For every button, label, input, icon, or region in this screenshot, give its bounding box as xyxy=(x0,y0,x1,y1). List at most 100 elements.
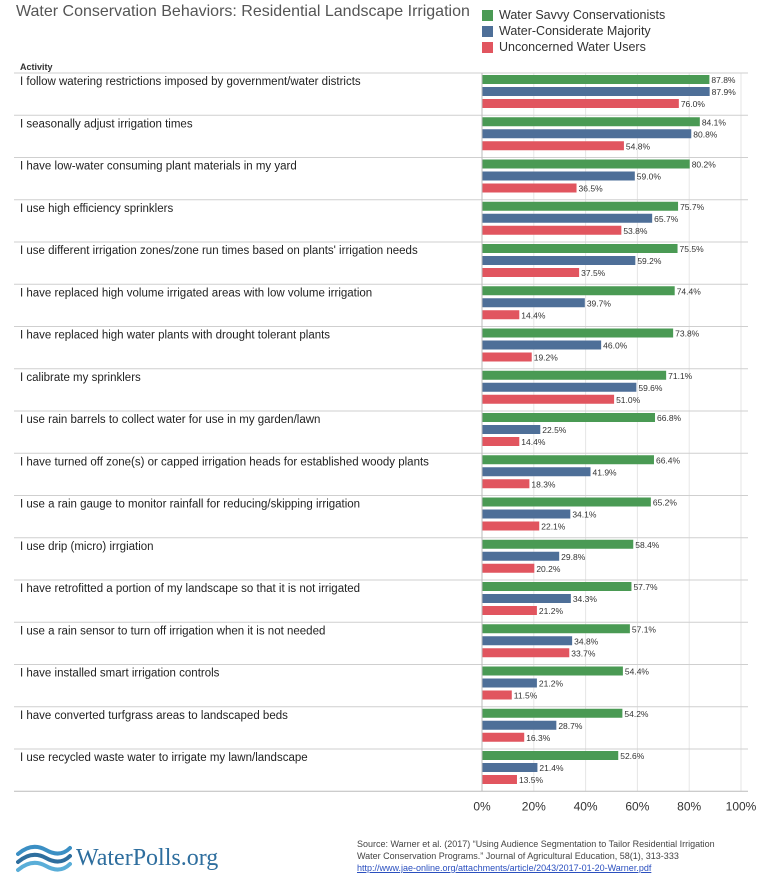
bar xyxy=(482,141,624,151)
category-label: I use a rain gauge to monitor rainfall f… xyxy=(20,499,360,511)
bar xyxy=(482,328,674,338)
data-label: 65.7% xyxy=(654,214,679,224)
bar xyxy=(482,225,622,235)
category-label: I have retrofitted a portion of my lands… xyxy=(20,583,360,595)
x-tick-label: 20% xyxy=(522,799,546,813)
data-label: 21.2% xyxy=(539,679,564,689)
source-line-1: Source: Warner et al. (2017) “Using Audi… xyxy=(357,839,715,849)
data-label: 59.6% xyxy=(638,383,663,393)
data-label: 29.8% xyxy=(561,552,586,562)
bar xyxy=(482,286,675,296)
bar xyxy=(482,563,535,573)
data-label: 57.1% xyxy=(632,624,657,634)
data-label: 41.9% xyxy=(593,467,618,477)
data-label: 57.7% xyxy=(633,582,658,592)
data-label: 54.4% xyxy=(625,667,650,677)
bar xyxy=(482,437,520,446)
bar xyxy=(482,539,634,549)
category-label: I use high efficiency sprinklers xyxy=(20,203,173,215)
category-label: I seasonally adjust irrigation times xyxy=(20,118,193,130)
bar xyxy=(482,678,537,688)
bar xyxy=(482,751,619,760)
logo-text: WaterPolls.org xyxy=(76,844,219,871)
bar-chart: 0% 20% 40% 60% 80% 100% I follow watering rest… xyxy=(14,72,757,813)
data-label: 84.1% xyxy=(702,117,727,127)
data-label: 34.8% xyxy=(574,636,599,646)
source-citation: Source: Warner et al. (2017) “Using Audi… xyxy=(357,838,757,874)
bar xyxy=(482,720,557,730)
water-waves-icon xyxy=(16,844,72,872)
data-label: 53.8% xyxy=(623,226,648,236)
bar xyxy=(482,732,525,742)
bar xyxy=(482,298,585,308)
data-label: 46.0% xyxy=(603,341,628,351)
x-tick-label: 40% xyxy=(574,799,598,813)
data-label: 19.2% xyxy=(534,353,559,363)
data-label: 13.5% xyxy=(519,775,544,785)
data-label: 34.3% xyxy=(573,594,598,604)
data-label: 33.7% xyxy=(571,648,596,658)
data-label: 18.3% xyxy=(531,479,556,489)
data-label: 73.8% xyxy=(675,329,700,339)
x-tick-label: 60% xyxy=(625,799,649,813)
bar xyxy=(482,497,651,507)
data-label: 11.5% xyxy=(514,691,538,701)
bar xyxy=(482,467,591,477)
bar xyxy=(482,413,656,422)
data-label: 58.4% xyxy=(635,540,660,550)
logo: WaterPolls.org xyxy=(16,838,218,878)
data-label: 54.8% xyxy=(626,141,651,151)
category-label: I have low-water consuming plant materia… xyxy=(20,161,297,173)
x-tick-label: 80% xyxy=(677,799,701,813)
legend-item-savvy: Water Savvy Conservationists xyxy=(482,7,665,23)
bar xyxy=(482,244,678,253)
bar xyxy=(482,268,580,277)
bar xyxy=(482,509,571,519)
data-label: 76.0% xyxy=(681,99,706,109)
legend-item-unconcerned: Unconcerned Water Users xyxy=(482,39,665,55)
category-label: I have installed smart irrigation contro… xyxy=(20,668,220,680)
x-tick-label: 0% xyxy=(473,799,491,813)
bar xyxy=(482,213,653,223)
legend-swatch-considerate xyxy=(482,25,493,37)
category-label: I use recycled waste water to irrigate m… xyxy=(20,752,308,764)
data-label: 37.5% xyxy=(581,268,606,278)
legend-swatch-unconcerned xyxy=(482,41,493,53)
category-label: I use rain barrels to collect water for … xyxy=(20,414,320,426)
data-label: 87.8% xyxy=(711,75,736,85)
data-label: 75.5% xyxy=(680,244,705,254)
data-label: 21.4% xyxy=(539,763,564,773)
bar xyxy=(482,382,637,392)
data-label: 28.7% xyxy=(558,721,583,731)
bar xyxy=(482,310,520,320)
bar xyxy=(482,582,632,591)
bar xyxy=(482,455,654,465)
category-label: I have converted turfgrass areas to land… xyxy=(20,710,288,722)
bar xyxy=(482,479,530,489)
category-label: I have replaced high volume irrigated ar… xyxy=(20,287,372,299)
data-label: 21.2% xyxy=(539,606,564,616)
category-label: I follow watering restrictions imposed b… xyxy=(20,76,361,88)
data-label: 54.2% xyxy=(624,709,649,719)
source-link[interactable]: http://www.jae-online.org/attachments/ar… xyxy=(357,863,652,873)
data-label: 51.0% xyxy=(616,395,641,405)
data-label: 22.5% xyxy=(542,425,567,435)
category-label: I use drip (micro) irrgiation xyxy=(20,541,154,553)
data-label: 80.2% xyxy=(692,160,717,170)
data-label: 14.4% xyxy=(521,437,546,447)
data-label: 80.8% xyxy=(693,129,718,139)
bar xyxy=(482,256,636,265)
bar xyxy=(482,370,667,380)
legend-swatch-savvy xyxy=(482,9,493,21)
bar xyxy=(482,624,630,634)
x-tick-label: 100% xyxy=(726,799,757,813)
category-label: I use a rain sensor to turn off irrigati… xyxy=(20,625,325,637)
data-label: 66.4% xyxy=(656,455,681,465)
bar xyxy=(482,521,540,531)
bar xyxy=(482,606,537,615)
bar xyxy=(482,352,532,362)
data-label: 59.2% xyxy=(637,256,662,266)
legend-item-considerate: Water-Considerate Majority xyxy=(482,23,665,39)
bar xyxy=(482,129,692,139)
data-label: 34.1% xyxy=(572,510,597,520)
